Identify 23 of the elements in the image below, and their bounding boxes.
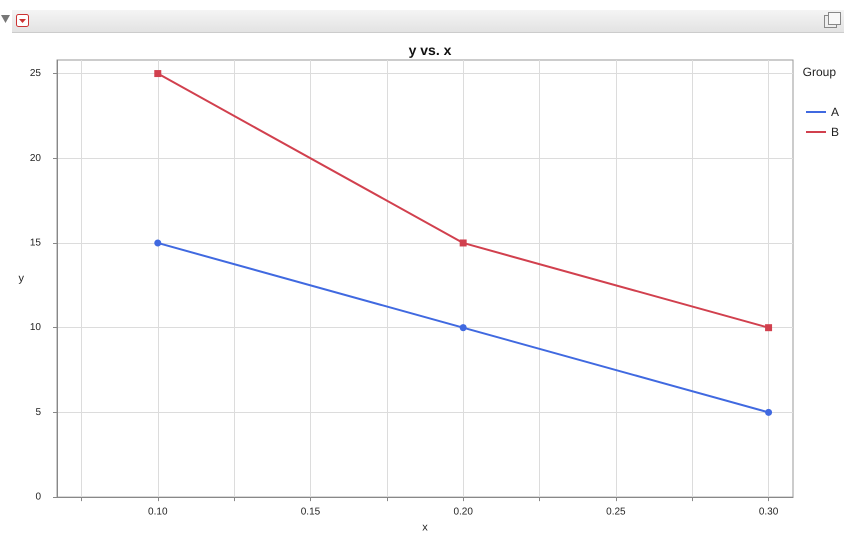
x-tick-label: 0.20: [453, 506, 474, 518]
legend-title: Group: [802, 65, 836, 79]
x-axis-title: x: [422, 522, 428, 534]
legend-label: B: [830, 125, 840, 139]
point: [154, 70, 162, 78]
y-tick-label: 20: [30, 152, 42, 164]
x-tick-label: 0.15: [300, 506, 321, 518]
y-tick-label: 15: [30, 237, 42, 248]
y-tick-label: 10: [30, 322, 42, 334]
point: [765, 408, 772, 416]
x-tick-label: 0.10: [148, 506, 168, 518]
y-tick-label: 5: [35, 406, 42, 418]
legend-label: A: [830, 105, 840, 119]
x-tick-label: 0.30: [758, 506, 779, 518]
point: [765, 324, 772, 332]
point: [460, 239, 467, 246]
y-tick-label: 0: [35, 492, 42, 503]
y-tick-label: 25: [30, 68, 42, 80]
point: [460, 324, 467, 332]
y-axis-title: y: [18, 272, 24, 285]
x-tick-label: 0.25: [606, 506, 626, 518]
chart-title: y vs. x: [408, 42, 452, 58]
point: [154, 239, 162, 246]
